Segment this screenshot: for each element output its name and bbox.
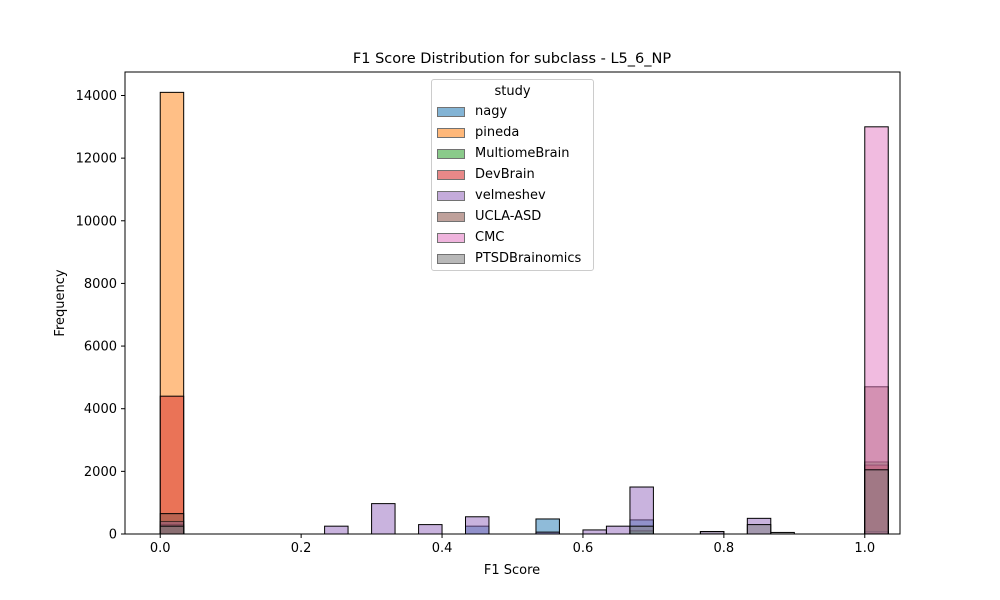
legend-label: DevBrain <box>475 167 535 182</box>
bar-velmeshev-3 <box>418 524 443 535</box>
legend-items: nagy pineda MultiomeBrain DevBrain velmeshev… <box>432 101 593 269</box>
legend-swatch <box>437 127 465 138</box>
legend-title: study <box>494 84 531 99</box>
legend-item-UCLA-ASD: UCLA-ASD <box>432 206 593 227</box>
legend-item-pineda: pineda <box>432 122 593 143</box>
bar-PTSDBrainomics-3 <box>746 524 772 535</box>
y-ticks: 0 2000 4000 6000 8000 10000 12000 14000 <box>76 89 125 543</box>
series-UCLA-ASD <box>159 386 889 535</box>
bar-velmeshev-1 <box>324 525 349 535</box>
y-tick-label: 14000 <box>76 89 117 104</box>
y-tick-label: 6000 <box>84 340 117 355</box>
x-tick-label: 0.8 <box>714 541 735 556</box>
y-axis-label: Frequency <box>53 269 68 336</box>
x-axis-label: F1 Score <box>484 563 540 578</box>
series-MultiomeBrain <box>159 461 889 535</box>
legend-item-PTSDBrainomics: PTSDBrainomics <box>432 248 593 269</box>
legend-item-nagy: nagy <box>432 101 593 122</box>
legend: study nagy pineda MultiomeBrain DevBrain vel… <box>431 79 594 271</box>
axes-frame <box>124 71 901 535</box>
legend-label: UCLA-ASD <box>475 209 542 224</box>
x-tick-label: 0.0 <box>150 541 171 556</box>
series-velmeshev <box>159 486 889 535</box>
legend-swatch <box>437 253 465 264</box>
y-tick-label: 12000 <box>76 152 117 167</box>
bar-velmeshev-6 <box>582 529 607 535</box>
x-tick-label: 0.4 <box>432 541 453 556</box>
bar-PTSDBrainomics-0 <box>159 525 185 535</box>
legend-label: MultiomeBrain <box>475 146 570 161</box>
y-tick-label: 2000 <box>84 465 117 480</box>
bar-velmeshev-7 <box>605 525 631 535</box>
chart-title: F1 Score Distribution for subclass - L5_… <box>353 51 671 67</box>
series-DevBrain <box>159 395 889 535</box>
legend-label: velmeshev <box>475 188 546 203</box>
bar-PTSDBrainomics-1 <box>629 525 654 535</box>
bar-PTSDBrainomics-5 <box>864 469 889 535</box>
x-ticks: 0.0 0.2 0.4 0.6 0.8 1.0 <box>150 534 875 556</box>
y-tick-label: 10000 <box>76 214 117 229</box>
legend-item-DevBrain: DevBrain <box>432 164 593 185</box>
legend-item-MultiomeBrain: MultiomeBrain <box>432 143 593 164</box>
bar-velmeshev-2 <box>371 503 396 535</box>
y-tick-label: 0 <box>109 528 117 543</box>
x-tick-label: 0.6 <box>573 541 594 556</box>
series-PTSDBrainomics <box>159 469 889 535</box>
legend-swatch <box>437 211 465 222</box>
legend-swatch <box>437 148 465 159</box>
legend-label: pineda <box>475 125 520 140</box>
legend-swatch <box>437 232 465 243</box>
legend-label: nagy <box>475 104 508 119</box>
y-tick-label: 4000 <box>84 402 117 417</box>
x-tick-label: 1.0 <box>854 541 875 556</box>
x-tick-label: 0.2 <box>291 541 312 556</box>
legend-swatch <box>437 169 465 180</box>
legend-label: CMC <box>475 230 505 245</box>
y-tick-label: 8000 <box>84 277 117 292</box>
legend-label: PTSDBrainomics <box>475 251 582 266</box>
legend-swatch <box>437 190 465 201</box>
legend-swatch <box>437 106 465 117</box>
bar-velmeshev-4 <box>465 516 490 535</box>
legend-item-CMC: CMC <box>432 227 593 248</box>
legend-item-velmeshev: velmeshev <box>432 185 593 206</box>
series-nagy <box>159 518 889 535</box>
